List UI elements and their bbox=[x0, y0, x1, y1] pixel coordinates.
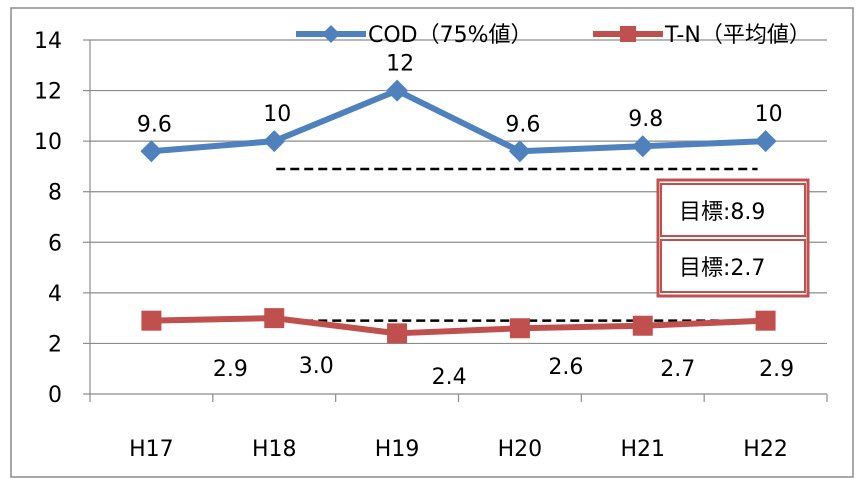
data-point bbox=[509, 318, 530, 339]
data-label: 10 bbox=[755, 102, 783, 127]
data-labels: 9.6 10 12 9.6 9.8 10 2.9 3.0 2.4 2.6 2.7 2.9 bbox=[137, 52, 794, 390]
x-tick-labels: H17 H18 H19 H20 H21 H22 bbox=[129, 437, 788, 462]
target-box-cell bbox=[660, 239, 806, 293]
data-point bbox=[631, 135, 654, 158]
data-label: 12 bbox=[386, 52, 414, 77]
y-tick-label: 2 bbox=[48, 332, 62, 357]
data-label: 2.6 bbox=[548, 355, 583, 380]
data-label: 2.9 bbox=[759, 357, 794, 382]
data-point bbox=[263, 130, 286, 153]
y-tick-labels: 0 2 4 6 8 10 12 14 bbox=[34, 29, 62, 408]
legend-marker bbox=[620, 26, 636, 42]
data-point bbox=[140, 140, 163, 163]
target-label: 目標:2.7 bbox=[679, 256, 765, 281]
target-box-cell bbox=[660, 183, 806, 237]
legend-marker bbox=[322, 25, 340, 43]
y-tick-label: 8 bbox=[48, 181, 62, 206]
x-tick-label: H19 bbox=[375, 437, 420, 462]
data-label: 10 bbox=[263, 102, 291, 127]
y-tick-label: 4 bbox=[48, 282, 62, 307]
y-tick-label: 0 bbox=[48, 383, 62, 408]
data-point bbox=[755, 310, 776, 331]
data-label: 3.0 bbox=[299, 354, 334, 379]
data-label: 9.8 bbox=[628, 107, 663, 132]
x-tick-label: H22 bbox=[743, 437, 788, 462]
legend-label: T-N（平均値） bbox=[664, 23, 811, 48]
target-label: 目標:8.9 bbox=[679, 200, 765, 225]
data-point bbox=[141, 310, 162, 331]
x-tick-label: H18 bbox=[252, 437, 297, 462]
legend-label: COD（75%値） bbox=[368, 23, 533, 48]
data-label: 9.6 bbox=[137, 112, 172, 137]
data-point bbox=[754, 130, 777, 153]
y-tick-label: 12 bbox=[34, 80, 62, 105]
axes bbox=[83, 39, 828, 402]
series-line bbox=[151, 87, 766, 155]
series-group bbox=[140, 79, 777, 344]
y-tick-label: 14 bbox=[34, 29, 62, 54]
data-label: 9.6 bbox=[505, 112, 540, 137]
data-point bbox=[264, 308, 285, 329]
data-label: 2.9 bbox=[213, 357, 248, 382]
x-tick-label: H21 bbox=[620, 437, 665, 462]
data-label: 2.7 bbox=[660, 357, 695, 382]
data-point bbox=[387, 323, 408, 344]
data-label: 2.4 bbox=[432, 365, 467, 390]
data-point bbox=[632, 315, 653, 336]
data-point bbox=[386, 79, 409, 102]
legend: COD（75%値） T-N（平均値） bbox=[296, 23, 811, 48]
y-tick-label: 10 bbox=[34, 130, 62, 155]
x-tick-label: H17 bbox=[129, 437, 174, 462]
y-tick-label: 6 bbox=[48, 231, 62, 256]
series-line bbox=[151, 315, 766, 337]
target-box: 目標:8.9 目標:2.7 bbox=[656, 178, 810, 298]
x-tick-label: H20 bbox=[498, 437, 543, 462]
data-point bbox=[508, 140, 531, 163]
